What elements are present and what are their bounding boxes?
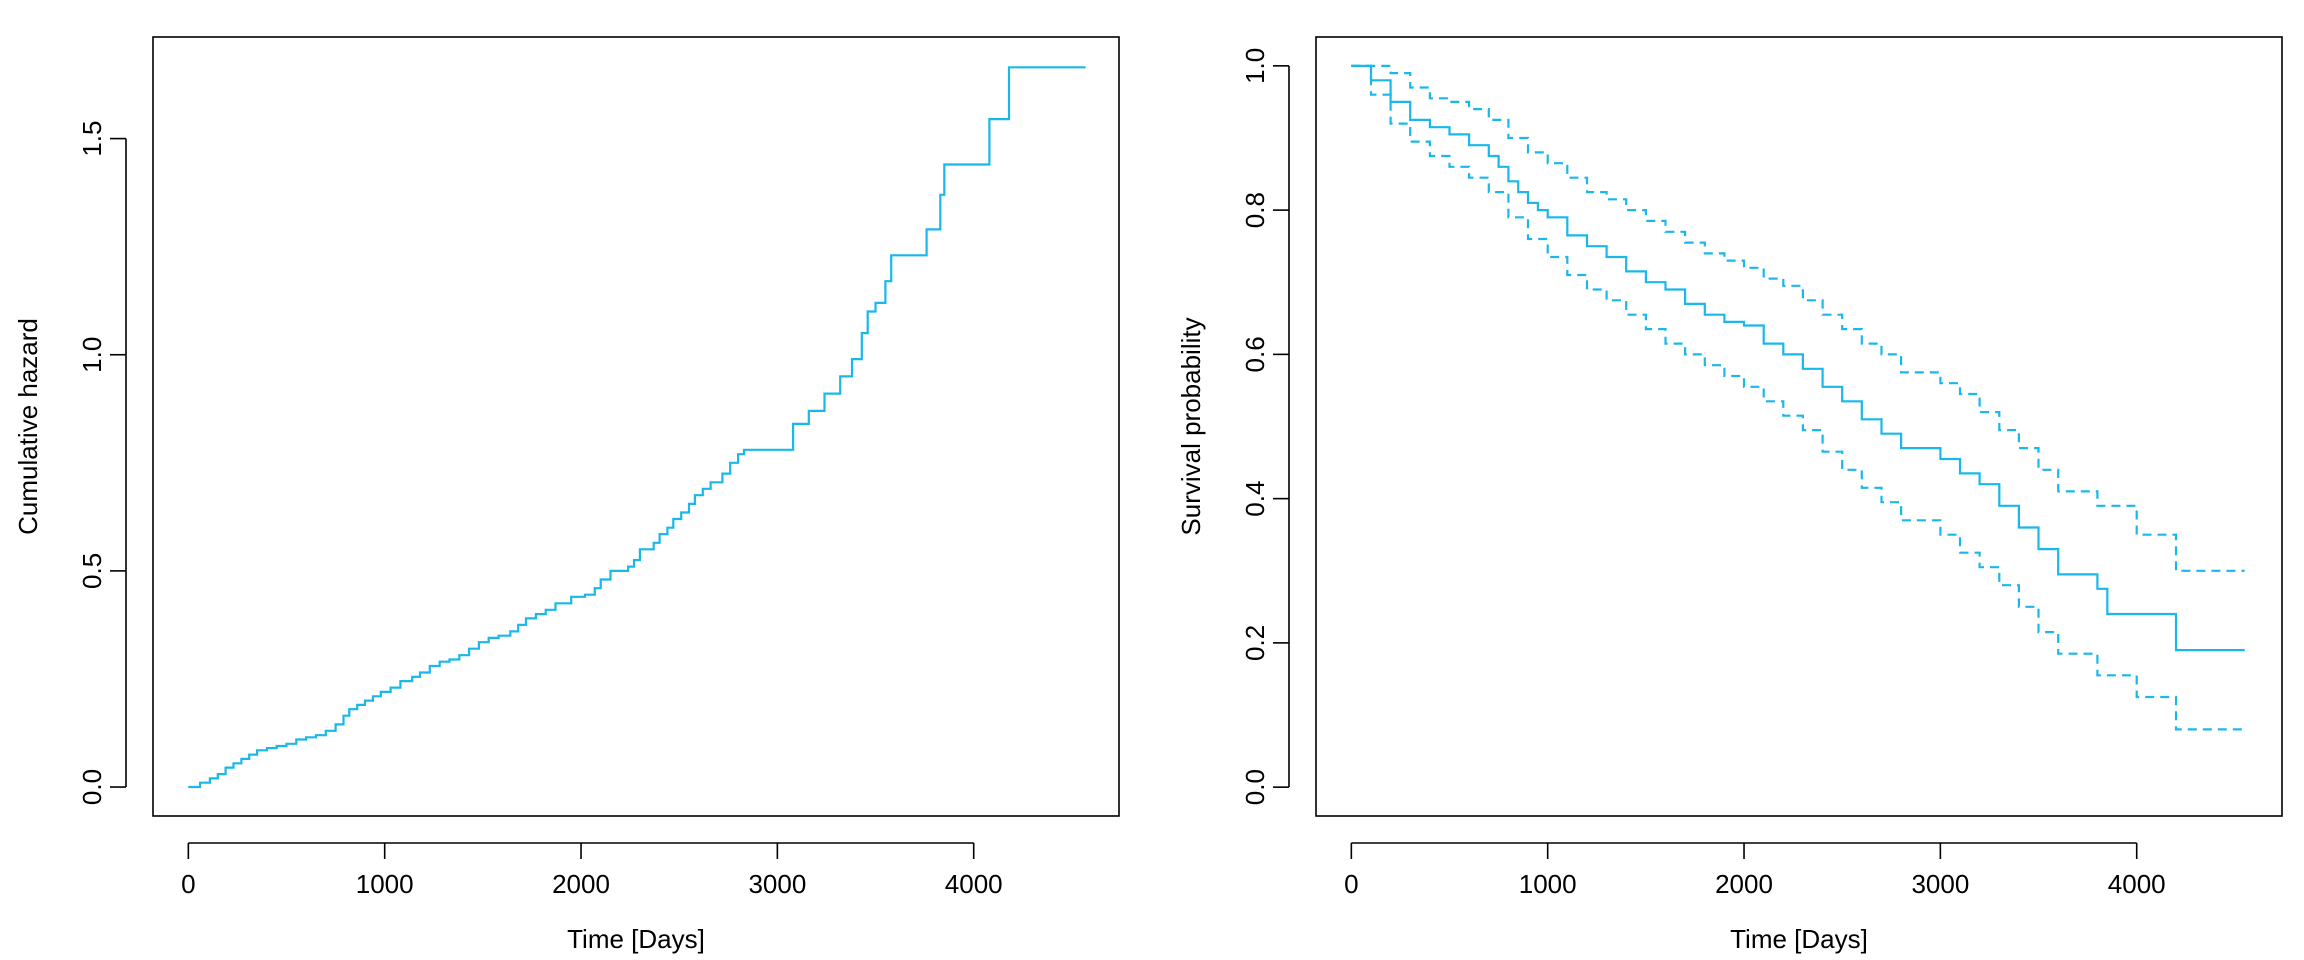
cumulative-hazard-plot: 0 1000 2000 3000 4000 0.0 0.5 1.0 1.5 Time [Days]… (13, 36, 1120, 954)
hazard-x-tick-label: 3000 (748, 869, 806, 899)
hazard-x-tick-label: 0 (181, 869, 195, 899)
hazard-y-tick-label: 1.0 (77, 337, 107, 373)
hazard-x-tick-label: 1000 (356, 869, 414, 899)
survival-plot-frame (1315, 36, 2283, 817)
hazard-y-tick-label: 1.5 (77, 121, 107, 157)
hazard-y-tick-label: 0.5 (77, 553, 107, 589)
survival-x-tick-label: 4000 (2108, 869, 2166, 899)
hazard-curve (188, 66, 1086, 789)
survival-y-tick-label: 0.0 (1240, 769, 1270, 805)
survival-x-tick-label: 3000 (1911, 869, 1969, 899)
survival-y-tick-label: 0.8 (1240, 192, 1270, 228)
hazard-plot-frame (152, 36, 1120, 817)
survival-upper-ci-line (1351, 64, 2245, 572)
survival-estimate-line (1351, 64, 2245, 652)
survival-x-axis-label: Time [Days] (1730, 924, 1868, 954)
hazard-x-tick-label: 4000 (945, 869, 1003, 899)
survival-x-tick-label: 1000 (1519, 869, 1577, 899)
survival-y-tick-label: 0.6 (1240, 336, 1270, 372)
survival-y-tick-label: 1.0 (1240, 48, 1270, 84)
hazard-y-axis-label: Cumulative hazard (13, 318, 43, 535)
survival-x-tick-label: 2000 (1715, 869, 1773, 899)
survival-y-axis-label: Survival probability (1176, 317, 1206, 535)
survival-probability-plot: 0 1000 2000 3000 4000 0.0 0.2 0.4 0.6 0.8 1.0 Time … (1176, 36, 2283, 954)
survival-lower-ci-line (1351, 64, 2245, 731)
hazard-x-tick-label: 2000 (552, 869, 610, 899)
survival-y-tick-label: 0.2 (1240, 625, 1270, 661)
hazard-y-tick-label: 0.0 (77, 769, 107, 805)
hazard-x-axis-label: Time [Days] (567, 924, 705, 954)
survival-x-tick-label: 0 (1344, 869, 1358, 899)
survival-y-tick-label: 0.4 (1240, 481, 1270, 517)
